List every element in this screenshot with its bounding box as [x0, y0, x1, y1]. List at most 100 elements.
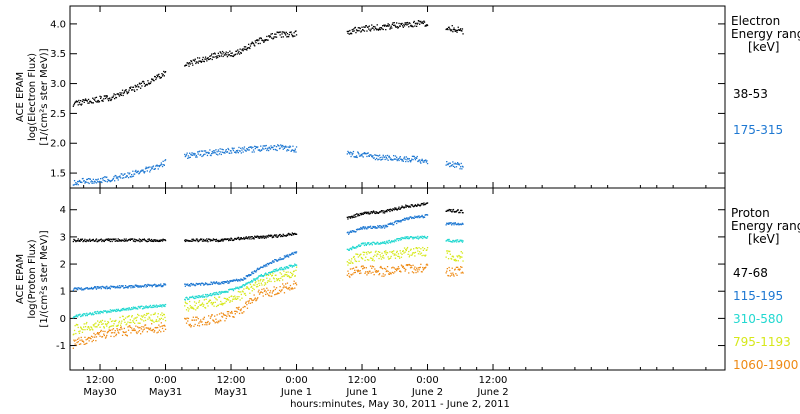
data-point [206, 239, 208, 242]
data-point [284, 256, 286, 259]
data-point [458, 28, 460, 31]
data-point [226, 56, 229, 58]
data-point [143, 328, 145, 330]
data-point [360, 154, 362, 156]
data-point [95, 238, 98, 240]
data-point [192, 64, 194, 66]
data-point [349, 217, 352, 219]
data-point [285, 271, 287, 273]
data-point [90, 338, 92, 340]
data-point [261, 275, 263, 277]
data-point [128, 173, 130, 175]
data-point [220, 300, 222, 303]
data-point [124, 287, 126, 289]
data-point [162, 285, 164, 287]
data-point [112, 177, 115, 180]
data-point [291, 234, 293, 236]
data-point [268, 280, 270, 282]
data-point [289, 265, 292, 267]
data-point [198, 295, 201, 297]
data-point [127, 321, 129, 323]
data-point [97, 286, 99, 288]
data-point [406, 237, 409, 240]
data-point [86, 239, 88, 241]
data-point [271, 271, 273, 273]
data-point [415, 22, 417, 24]
data-point [233, 288, 235, 290]
data-point [379, 156, 381, 159]
data-point [405, 237, 407, 240]
y-tick-label: 3 [60, 232, 66, 243]
data-point [227, 52, 229, 54]
data-point [380, 158, 383, 161]
data-point [451, 211, 453, 213]
data-point [233, 147, 235, 149]
electron-legend-unit: [keV] [748, 40, 779, 54]
data-point [191, 152, 193, 154]
data-point [258, 37, 261, 39]
data-point [409, 160, 411, 162]
data-point [361, 155, 363, 157]
data-point [196, 239, 199, 241]
data-point [84, 99, 86, 101]
data-point [72, 289, 74, 292]
data-point [146, 284, 148, 286]
data-point [381, 275, 383, 277]
data-point [136, 284, 138, 287]
data-point [204, 153, 206, 155]
data-point [158, 165, 160, 167]
data-point [151, 238, 153, 241]
data-point [98, 323, 100, 325]
data-point [294, 148, 296, 150]
data-point [360, 153, 363, 156]
data-point [80, 238, 82, 240]
data-point [288, 275, 290, 277]
data-point [386, 241, 389, 243]
data-point [262, 235, 264, 237]
data-point [228, 311, 230, 313]
data-point [150, 166, 152, 168]
data-point [378, 28, 380, 30]
data-point [352, 245, 354, 248]
data-point [161, 314, 164, 317]
data-point [149, 169, 152, 171]
data-point [393, 209, 395, 211]
data-point [408, 256, 410, 258]
data-point [84, 98, 87, 100]
data-point [200, 150, 202, 152]
data-point [455, 30, 458, 32]
data-point [114, 332, 116, 334]
data-point [363, 212, 366, 215]
data-point [250, 146, 252, 148]
data-point [347, 150, 349, 153]
data-point [395, 158, 397, 160]
x-tick-date-label: June 1 [280, 387, 312, 398]
data-point [411, 217, 413, 220]
data-point [369, 243, 371, 246]
data-point [346, 30, 348, 33]
data-point [117, 329, 119, 331]
data-point [389, 210, 391, 213]
data-point [206, 152, 208, 154]
data-point [399, 239, 401, 241]
data-point [232, 288, 234, 291]
data-point [380, 241, 382, 244]
y-tick-label: 4.0 [50, 19, 66, 30]
data-point [387, 242, 389, 244]
data-point [388, 273, 390, 275]
data-point [409, 267, 412, 269]
x-tick-time-label: 0:00 [285, 375, 307, 386]
data-point [147, 80, 149, 82]
data-point [162, 304, 164, 306]
data-point [275, 293, 277, 295]
data-point [455, 163, 457, 165]
data-point [269, 234, 272, 236]
data-point [261, 39, 263, 41]
data-point [262, 275, 264, 278]
data-point [146, 327, 148, 329]
data-point [112, 309, 114, 311]
data-point [212, 294, 214, 296]
data-point [422, 246, 424, 249]
data-point [121, 89, 124, 91]
data-point [87, 336, 90, 339]
